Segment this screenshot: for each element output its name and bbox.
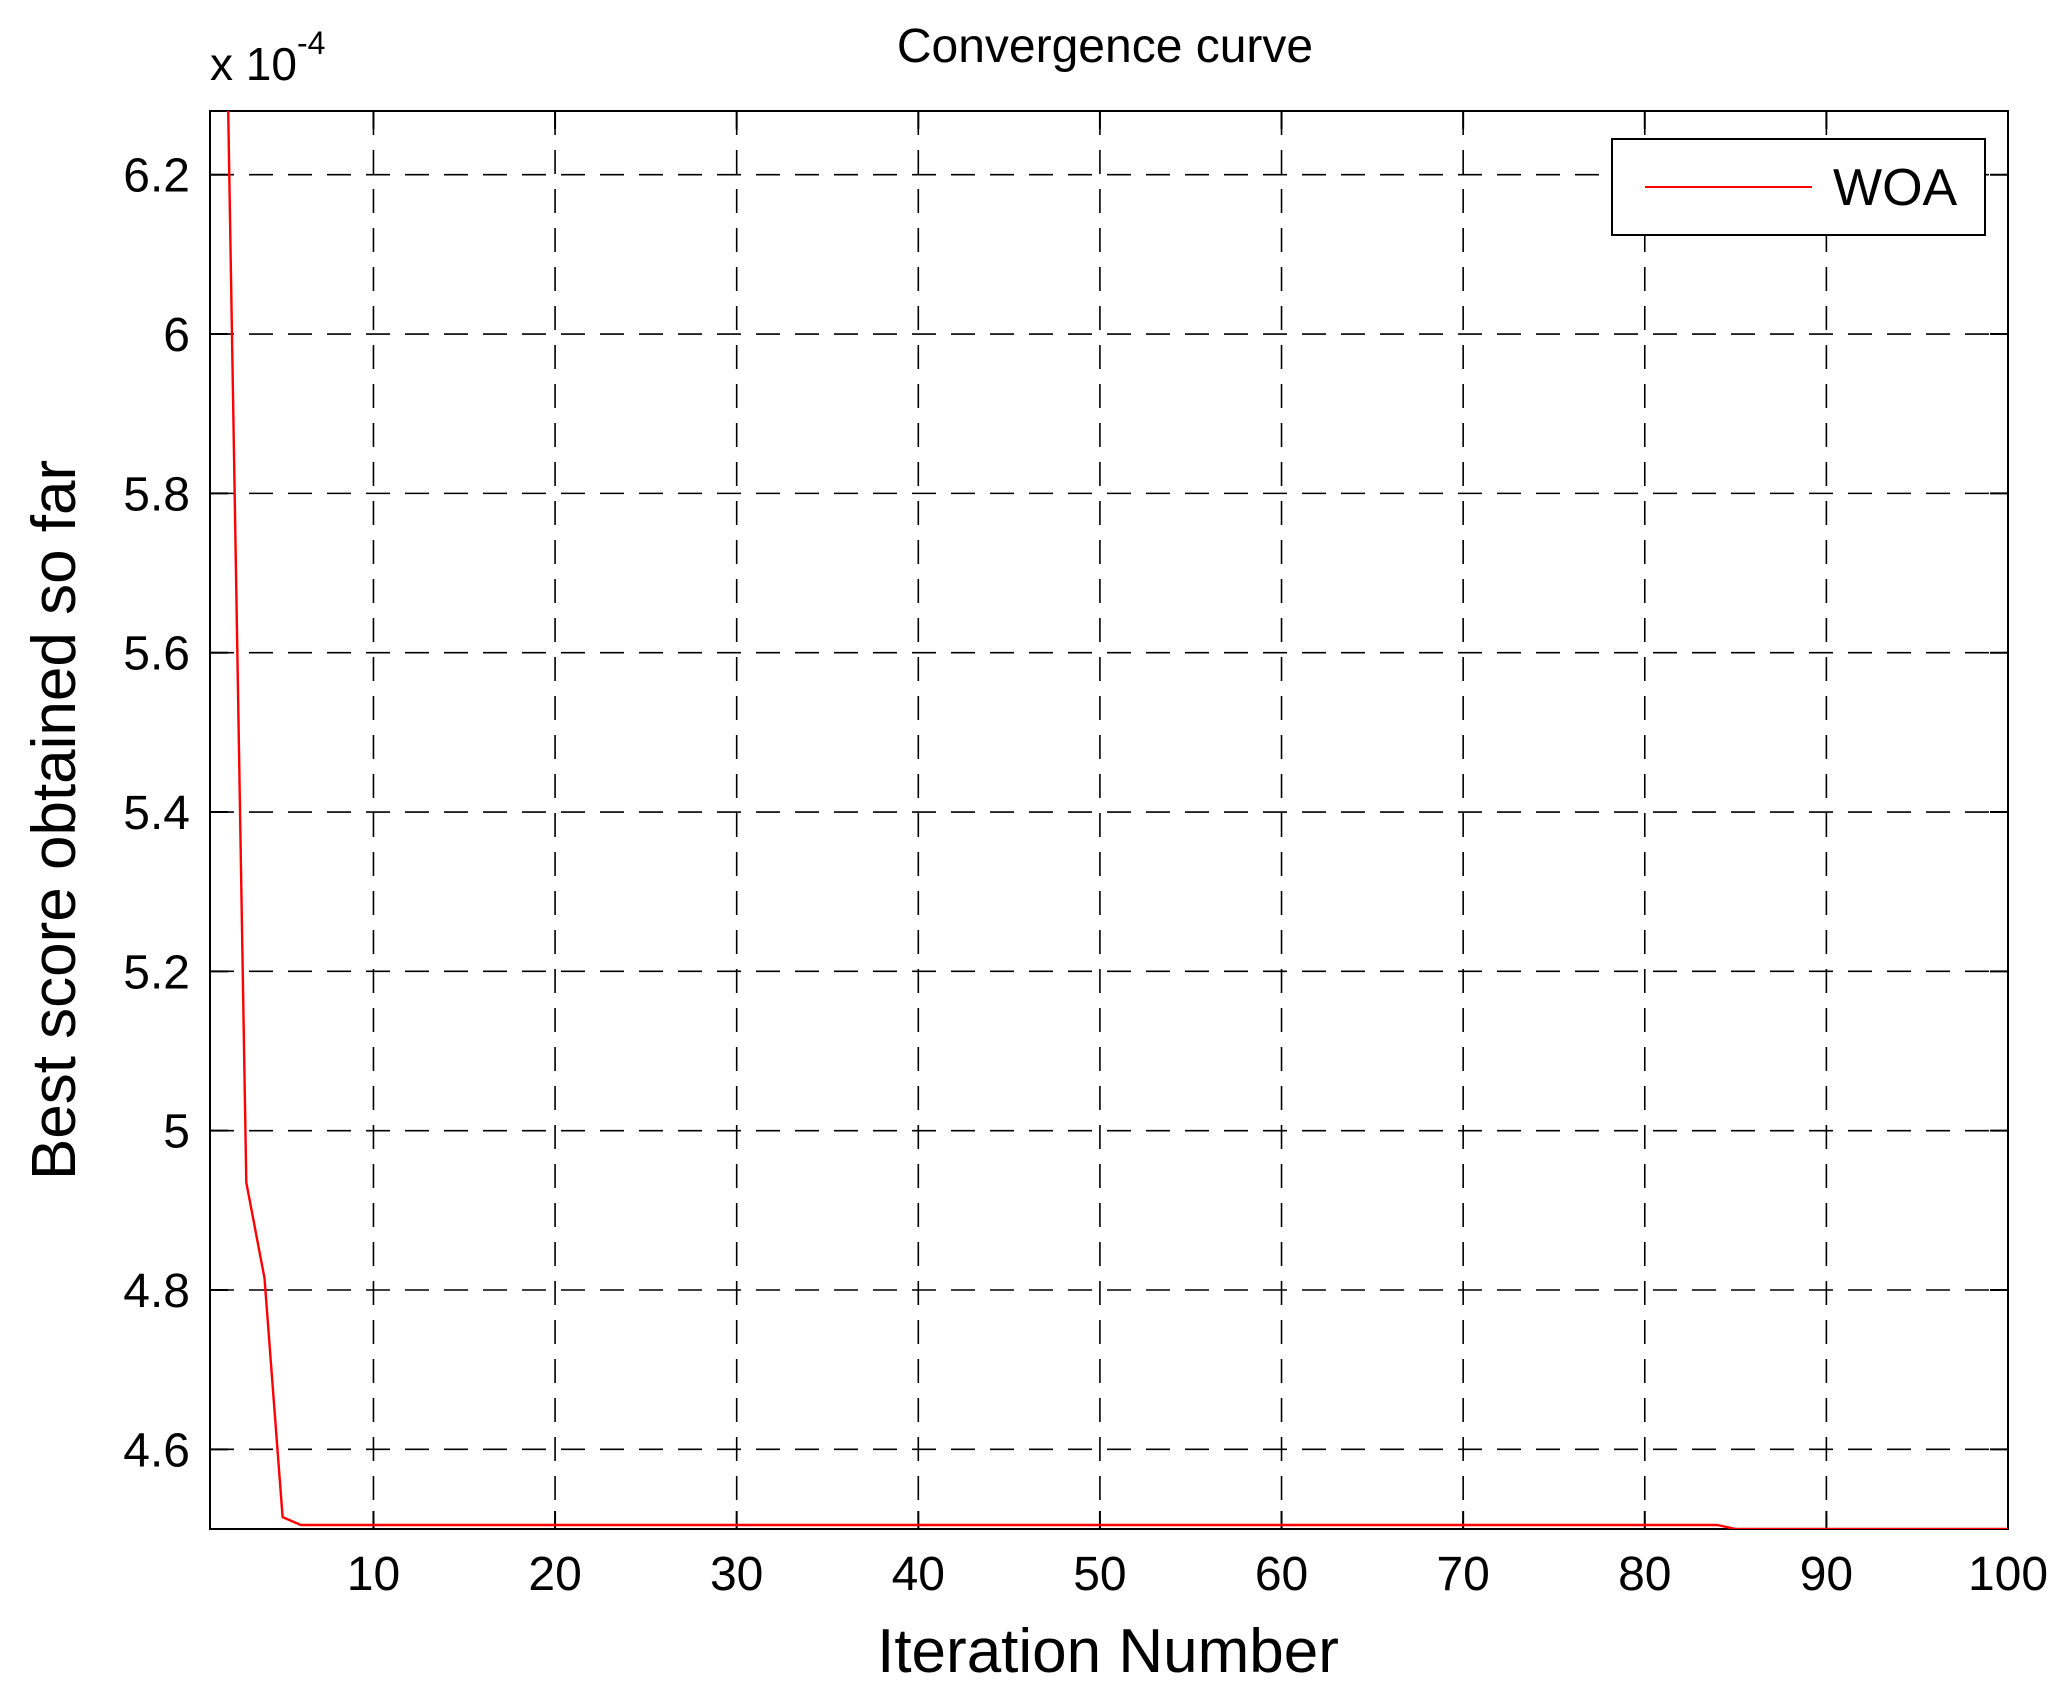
- x-tick-label: 40: [892, 1548, 945, 1601]
- series-line-woa: [226, 111, 2008, 1529]
- grid-lines: [210, 111, 2009, 1529]
- y-tick-label: 6: [163, 309, 190, 362]
- chart-title: Convergence curve: [897, 20, 1313, 73]
- x-tick-label: 10: [347, 1548, 400, 1601]
- x-tick-label: 90: [1800, 1548, 1853, 1601]
- x-tick-label: 20: [528, 1548, 581, 1601]
- y-exponent-multiplier: x 10-4: [210, 25, 325, 90]
- y-tick-label: 5: [163, 1106, 190, 1159]
- x-tick-label: 70: [1436, 1548, 1489, 1601]
- y-tick-label: 5.6: [123, 628, 190, 681]
- y-exponent-power: -4: [297, 25, 325, 61]
- x-tick-label: 60: [1255, 1548, 1308, 1601]
- y-exponent-base: x 10: [210, 38, 297, 90]
- y-tick-label: 4.6: [123, 1424, 190, 1477]
- series-lines: [226, 111, 2008, 1529]
- y-tick-label: 5.8: [123, 468, 190, 521]
- y-tick-labels: 4.6 4.8 5 5.2 5.4 5.6 5.8 6 6.2: [123, 150, 190, 1478]
- x-tick-label: 50: [1073, 1548, 1126, 1601]
- plot-frame: [209, 110, 2009, 1530]
- y-axis-title: Best score obtained so far: [20, 460, 89, 1180]
- y-tick-label: 4.8: [123, 1265, 190, 1318]
- legend-label-woa: WOA: [1833, 159, 1958, 217]
- legend: WOA: [1611, 138, 1986, 236]
- y-tick-label: 5.4: [123, 787, 190, 840]
- y-tick-label: 5.2: [123, 946, 190, 999]
- x-axis-title: Iteration Number: [877, 1617, 1339, 1681]
- x-tick-label: 80: [1618, 1548, 1671, 1601]
- x-tick-label: 100: [1968, 1548, 2048, 1601]
- x-tick-label: 30: [710, 1548, 763, 1601]
- y-tick-label: 6.2: [123, 150, 190, 203]
- x-tick-labels: 10 20 30 40 50 60 70 80 90 100: [347, 1548, 2048, 1601]
